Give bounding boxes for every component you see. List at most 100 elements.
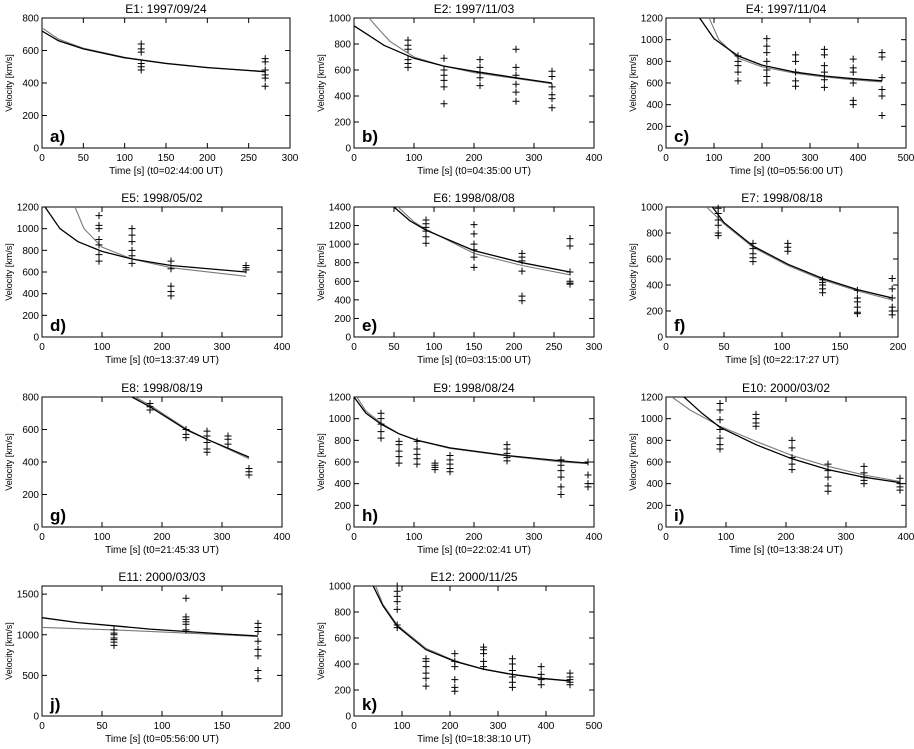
data-point bbox=[763, 66, 771, 74]
data-point bbox=[788, 436, 796, 444]
data-point bbox=[128, 238, 136, 246]
fit-curve-grey bbox=[671, 397, 901, 483]
y-tick-label: 200 bbox=[646, 501, 663, 512]
panel-label: c) bbox=[674, 127, 689, 146]
data-point bbox=[734, 77, 742, 85]
data-point bbox=[752, 422, 760, 430]
y-axis-label: Velocity [km/s] bbox=[628, 433, 638, 491]
y-tick-label: 600 bbox=[334, 277, 351, 288]
x-tick-label: 0 bbox=[39, 342, 45, 353]
x-tick-label: 200 bbox=[506, 342, 523, 353]
data-point bbox=[167, 257, 175, 265]
data-point bbox=[422, 233, 430, 241]
x-tick-label: 200 bbox=[466, 532, 483, 543]
x-tick-label: 300 bbox=[214, 342, 231, 353]
data-point bbox=[888, 311, 896, 319]
x-tick-label: 100 bbox=[406, 153, 423, 164]
data-point bbox=[470, 230, 478, 238]
data-point bbox=[716, 445, 724, 453]
plot-frame bbox=[353, 585, 595, 717]
x-tick-label: 300 bbox=[838, 532, 855, 543]
data-point bbox=[377, 428, 385, 436]
y-tick-label: 400 bbox=[334, 92, 351, 103]
y-tick-label: 400 bbox=[334, 479, 351, 490]
data-point bbox=[716, 400, 724, 407]
plot-frame bbox=[353, 17, 595, 149]
data-point bbox=[860, 462, 868, 470]
data-point bbox=[548, 73, 556, 80]
data-point bbox=[824, 487, 832, 495]
data-point bbox=[137, 48, 145, 56]
x-tick-label: 300 bbox=[586, 342, 603, 353]
data-point bbox=[470, 263, 478, 271]
y-tick-label: 800 bbox=[334, 258, 351, 269]
x-tick-label: 50 bbox=[718, 342, 730, 353]
y-tick-label: 400 bbox=[334, 295, 351, 306]
chart-title: E11: 2000/03/03 bbox=[118, 570, 206, 584]
fit-curve-black bbox=[711, 207, 893, 299]
x-tick-label: 300 bbox=[490, 721, 507, 732]
data-point bbox=[422, 682, 430, 690]
data-point bbox=[95, 257, 103, 265]
data-point bbox=[451, 663, 459, 671]
x-tick-label: 400 bbox=[274, 342, 291, 353]
x-tick-label: 300 bbox=[802, 153, 819, 164]
data-point bbox=[203, 439, 211, 446]
data-point bbox=[888, 275, 896, 282]
y-tick-label: 400 bbox=[646, 281, 663, 292]
y-tick-label: 1200 bbox=[329, 221, 352, 232]
data-point bbox=[440, 54, 448, 62]
data-point bbox=[566, 681, 574, 689]
y-tick-label: 600 bbox=[22, 46, 39, 57]
fit-curve-grey bbox=[397, 207, 571, 276]
x-axis-label: Time [s] (t0=13:37:49 UT) bbox=[105, 355, 219, 366]
data-point bbox=[508, 683, 516, 691]
chart-panel: E6: 1998/08/08 0 50 100 150 200 250 300 0 200 400 6… bbox=[316, 191, 603, 366]
y-tick-label: 200 bbox=[334, 314, 351, 325]
data-point bbox=[566, 268, 574, 276]
x-tick-label: 500 bbox=[586, 721, 603, 732]
data-point bbox=[888, 294, 896, 302]
chart-title: E7: 1998/08/18 bbox=[741, 191, 823, 205]
data-point bbox=[413, 437, 421, 445]
data-point bbox=[395, 441, 403, 449]
y-tick-label: 800 bbox=[334, 436, 351, 447]
data-point bbox=[95, 241, 103, 249]
y-tick-label: 1500 bbox=[17, 590, 40, 601]
data-point bbox=[508, 660, 516, 668]
y-tick-label: 200 bbox=[334, 686, 351, 697]
y-tick-label: 0 bbox=[33, 523, 39, 534]
y-tick-label: 0 bbox=[657, 523, 663, 534]
y-tick-label: 500 bbox=[22, 671, 39, 682]
panel-label: g) bbox=[50, 506, 66, 525]
x-tick-label: 400 bbox=[274, 532, 291, 543]
x-tick-label: 0 bbox=[351, 532, 357, 543]
y-tick-label: 1000 bbox=[641, 414, 664, 425]
x-tick-label: 150 bbox=[214, 721, 231, 732]
data-point bbox=[853, 286, 861, 294]
fit-curve-grey bbox=[706, 207, 893, 301]
x-tick-label: 100 bbox=[154, 721, 171, 732]
data-point bbox=[512, 71, 520, 79]
data-point bbox=[254, 645, 262, 653]
data-point bbox=[878, 53, 886, 61]
plot-frame bbox=[41, 17, 291, 149]
chart-panel: E9: 1998/08/24 0 100 200 300 400 0 200 400 600 800… bbox=[316, 381, 603, 556]
x-tick-label: 0 bbox=[39, 153, 45, 164]
data-point bbox=[888, 285, 896, 293]
data-point bbox=[404, 45, 412, 53]
y-tick-label: 1400 bbox=[329, 203, 352, 214]
data-point bbox=[784, 247, 792, 255]
data-point bbox=[182, 434, 190, 442]
x-tick-label: 250 bbox=[546, 342, 563, 353]
fit-curve-black bbox=[354, 397, 589, 464]
y-tick-label: 800 bbox=[334, 608, 351, 619]
data-point bbox=[557, 473, 565, 481]
y-tick-label: 200 bbox=[22, 111, 39, 122]
data-point bbox=[167, 265, 175, 273]
data-point bbox=[146, 406, 154, 414]
x-tick-label: 250 bbox=[240, 153, 257, 164]
fit-curve-black bbox=[393, 207, 571, 273]
x-tick-label: 300 bbox=[526, 532, 543, 543]
